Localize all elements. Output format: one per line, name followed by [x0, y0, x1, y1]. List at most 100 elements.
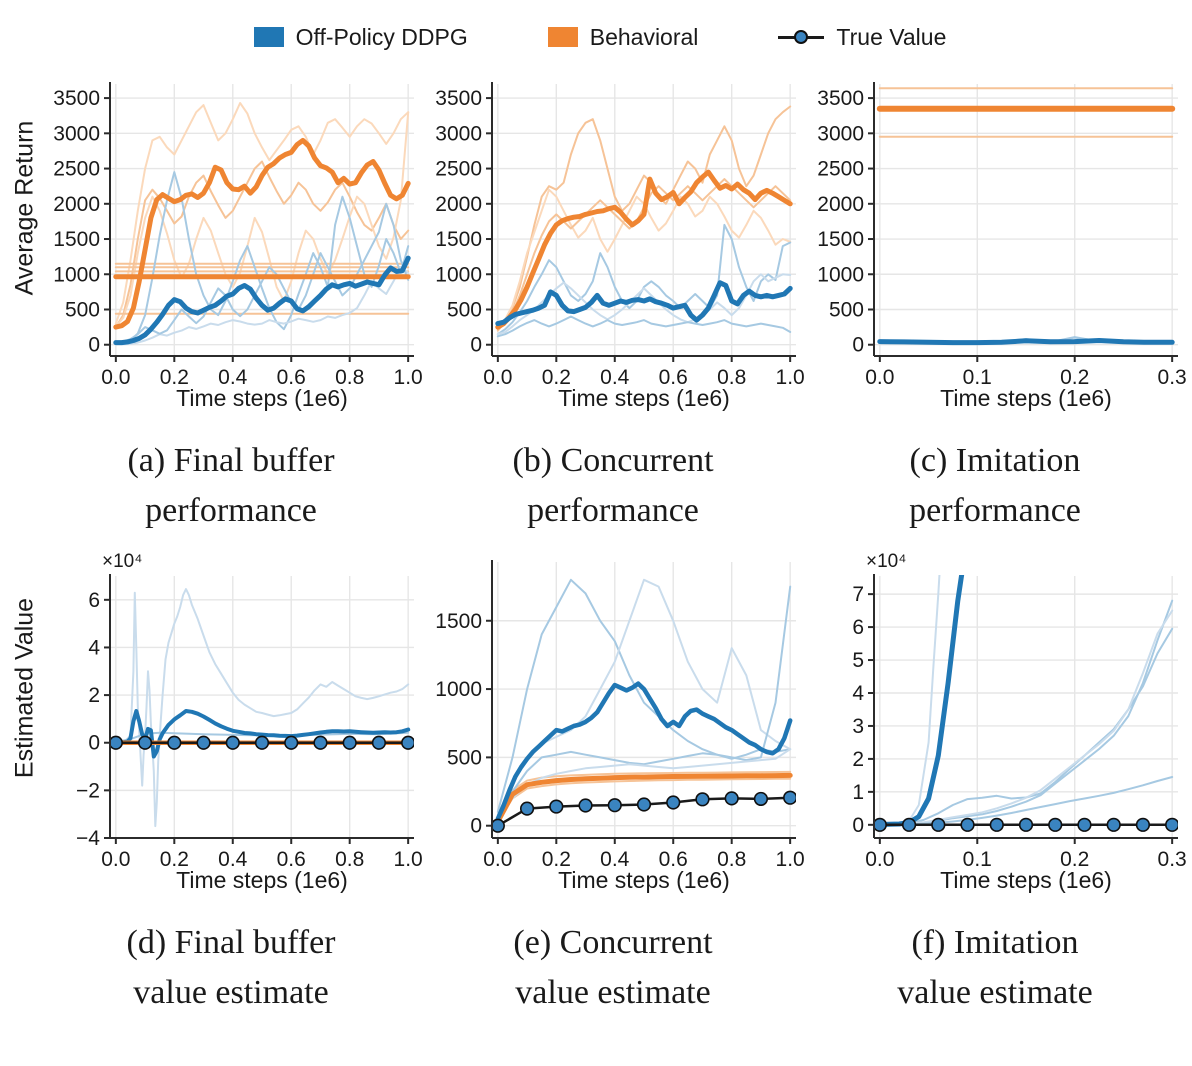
svg-text:3500: 3500 [435, 87, 482, 110]
legend-label: Behavioral [589, 23, 699, 50]
svg-text:2500: 2500 [435, 158, 482, 181]
svg-text:2000: 2000 [435, 193, 482, 216]
svg-text:500: 500 [829, 298, 864, 321]
svg-text:Time steps (1e6): Time steps (1e6) [558, 867, 730, 893]
svg-text:500: 500 [65, 298, 100, 321]
caption-b: (b) Concurrent performance [512, 442, 714, 529]
svg-text:Time steps (1e6): Time steps (1e6) [940, 385, 1112, 411]
legend-item-behavioral: Behavioral [547, 23, 699, 51]
svg-text:4: 4 [852, 682, 864, 705]
caption-f: (f) Imitation value estimate [897, 924, 1093, 1011]
svg-text:1.0: 1.0 [776, 366, 805, 389]
svg-text:6: 6 [88, 589, 100, 612]
svg-text:0.6: 0.6 [277, 848, 306, 871]
svg-text:0.8: 0.8 [335, 848, 364, 871]
svg-text:1000: 1000 [53, 263, 100, 286]
svg-text:0.2: 0.2 [542, 366, 571, 389]
svg-text:0.4: 0.4 [218, 848, 248, 871]
chart-c-imitation-performance: 0.0 0.1 0.2 0.3 0 500 1000 1500 2000 2500 3000 3500… [817, 82, 1187, 411]
legend-label: Off-Policy DDPG [295, 23, 468, 50]
svg-text:1.0: 1.0 [394, 848, 423, 871]
legend-item-true-value: True Value [778, 24, 946, 51]
svg-text:7: 7 [852, 583, 864, 606]
svg-text:0.0: 0.0 [483, 848, 512, 871]
svg-text:0.6: 0.6 [277, 366, 306, 389]
svg-text:0.3: 0.3 [1158, 366, 1187, 389]
captions-value-estimate: (d) Final buffer value estimate (e) Conc… [8, 918, 1192, 1018]
legend-label: True Value [836, 23, 947, 50]
svg-text:2500: 2500 [53, 158, 100, 181]
svg-text:0.2: 0.2 [1060, 366, 1089, 389]
off-policy-ddpg-swatch-icon [253, 27, 284, 47]
svg-text:0: 0 [852, 334, 864, 357]
chart-b-concurrent-performance: 0.0 0.2 0.4 0.6 0.8 1.0 0 500 1000 1500 2000 2500 30… [435, 82, 805, 411]
caption-e: (e) Concurrent value estimate [513, 924, 713, 1011]
svg-text:1500: 1500 [817, 228, 864, 251]
svg-text:1000: 1000 [435, 263, 482, 286]
ylabel-estimated-value: Estimated Value [10, 597, 39, 779]
svg-text:1000: 1000 [817, 263, 864, 286]
chart-f-imitation-value-estimate: 0.0 0.1 0.2 0.3 0 1 2 3 4 5 6 7 Time steps (1e6) ×10⁴ [852, 551, 1187, 893]
svg-text:2000: 2000 [53, 193, 100, 216]
svg-text:0: 0 [852, 814, 864, 837]
svg-text:0.2: 0.2 [160, 848, 189, 871]
svg-text:0.8: 0.8 [335, 366, 364, 389]
svg-text:×10⁴: ×10⁴ [102, 551, 142, 572]
svg-text:0.3: 0.3 [1158, 848, 1187, 871]
svg-text:0.4: 0.4 [218, 366, 248, 389]
svg-text:0.0: 0.0 [865, 366, 894, 389]
svg-text:500: 500 [447, 298, 482, 321]
svg-text:0.0: 0.0 [101, 848, 130, 871]
svg-text:Time steps (1e6): Time steps (1e6) [176, 385, 348, 411]
svg-text:1500: 1500 [435, 228, 482, 251]
svg-text:2: 2 [88, 684, 100, 707]
svg-text:5: 5 [852, 649, 864, 672]
svg-text:1: 1 [852, 781, 864, 804]
svg-text:0.4: 0.4 [600, 366, 630, 389]
svg-text:3500: 3500 [817, 87, 864, 110]
svg-text:2500: 2500 [817, 158, 864, 181]
behavioral-swatch-icon [547, 27, 578, 47]
svg-text:0.6: 0.6 [659, 848, 688, 871]
legend-item-off-policy-ddpg: Off-Policy DDPG [253, 23, 468, 51]
svg-text:0.1: 0.1 [963, 848, 992, 871]
svg-text:0.2: 0.2 [542, 848, 571, 871]
svg-text:0.4: 0.4 [600, 848, 630, 871]
caption-d: (d) Final buffer value estimate [126, 924, 336, 1011]
svg-text:3000: 3000 [817, 122, 864, 145]
svg-text:0: 0 [88, 334, 100, 357]
svg-text:2000: 2000 [817, 193, 864, 216]
svg-text:4: 4 [88, 636, 100, 659]
svg-text:2: 2 [852, 748, 864, 771]
svg-text:0.2: 0.2 [1060, 848, 1089, 871]
caption-c: (c) Imitation performance [909, 442, 1081, 529]
ylabel-average-return: Average Return [10, 120, 39, 296]
svg-text:500: 500 [447, 746, 482, 769]
svg-text:Time steps (1e6): Time steps (1e6) [558, 385, 730, 411]
chart-row-value-estimate: Estimated Value 0.0 0.2 0.4 0.6 0.8 1.0 −4 −2 0 2… [8, 546, 1192, 898]
captions-performance: (a) Final buffer performance (b) Concurr… [8, 436, 1192, 536]
svg-text:1500: 1500 [53, 228, 100, 251]
svg-text:1.0: 1.0 [776, 848, 805, 871]
svg-text:6: 6 [852, 616, 864, 639]
svg-text:Time steps (1e6): Time steps (1e6) [940, 867, 1112, 893]
svg-text:3000: 3000 [53, 122, 100, 145]
svg-text:0.0: 0.0 [101, 366, 130, 389]
svg-text:−4: −4 [76, 827, 100, 850]
svg-text:0: 0 [470, 815, 482, 838]
svg-text:−2: −2 [76, 779, 100, 802]
chart-a-final-buffer-performance: 0.0 0.2 0.4 0.6 0.8 1.0 0 500 1000 1500 2000 2500 30… [53, 82, 423, 411]
svg-text:Time steps (1e6): Time steps (1e6) [176, 867, 348, 893]
svg-text:0.6: 0.6 [659, 366, 688, 389]
svg-text:0: 0 [470, 334, 482, 357]
true-value-marker-icon [778, 27, 825, 47]
chart-d-final-buffer-value-estimate: 0.0 0.2 0.4 0.6 0.8 1.0 −4 −2 0 2 4 6 Time steps (1e… [76, 551, 423, 893]
svg-text:0.0: 0.0 [483, 366, 512, 389]
svg-text:3000: 3000 [435, 122, 482, 145]
svg-text:0: 0 [88, 732, 100, 755]
svg-text:0.8: 0.8 [717, 848, 746, 871]
svg-text:3: 3 [852, 715, 864, 738]
chart-e-concurrent-value-estimate: 0.0 0.2 0.4 0.6 0.8 1.0 0 500 1000 1500 Time steps… [435, 560, 805, 893]
svg-text:1500: 1500 [435, 610, 482, 633]
